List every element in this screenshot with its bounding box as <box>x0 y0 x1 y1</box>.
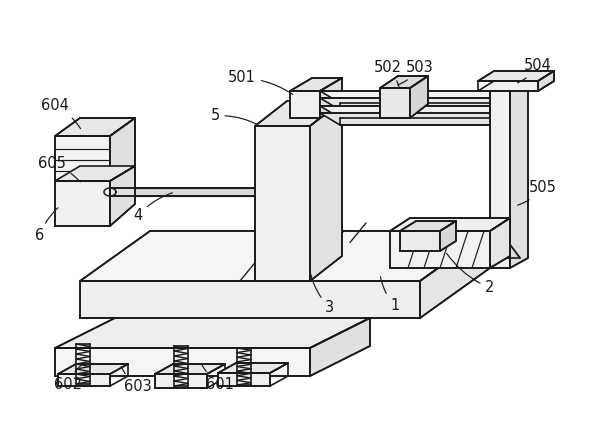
Polygon shape <box>55 181 110 226</box>
Polygon shape <box>490 91 510 268</box>
Text: 504: 504 <box>518 58 552 83</box>
Polygon shape <box>478 81 554 91</box>
Polygon shape <box>310 101 342 281</box>
Polygon shape <box>440 221 456 251</box>
Text: 604: 604 <box>41 99 81 129</box>
Polygon shape <box>55 166 135 181</box>
Polygon shape <box>490 218 510 268</box>
Polygon shape <box>110 118 135 181</box>
Polygon shape <box>510 81 528 268</box>
Polygon shape <box>320 113 510 125</box>
Text: 6: 6 <box>35 208 58 243</box>
Polygon shape <box>55 118 135 136</box>
Polygon shape <box>80 231 490 281</box>
Polygon shape <box>538 71 554 91</box>
Polygon shape <box>58 374 110 386</box>
Text: 603: 603 <box>121 367 152 394</box>
Text: 602: 602 <box>54 366 82 392</box>
Text: 601: 601 <box>201 364 234 392</box>
Polygon shape <box>410 76 428 118</box>
Text: 2: 2 <box>447 253 495 296</box>
Polygon shape <box>320 106 510 118</box>
Polygon shape <box>320 91 510 103</box>
Polygon shape <box>155 374 207 388</box>
Polygon shape <box>110 188 255 196</box>
Polygon shape <box>58 364 128 374</box>
Polygon shape <box>380 76 428 88</box>
Polygon shape <box>255 126 310 281</box>
Polygon shape <box>218 363 288 373</box>
Polygon shape <box>55 136 110 181</box>
Polygon shape <box>110 166 135 226</box>
Polygon shape <box>400 221 456 231</box>
Polygon shape <box>155 364 225 374</box>
Polygon shape <box>490 81 528 91</box>
Polygon shape <box>310 318 370 376</box>
Text: 503: 503 <box>398 61 434 85</box>
Text: 501: 501 <box>228 71 293 95</box>
Polygon shape <box>320 78 342 118</box>
Polygon shape <box>380 88 410 118</box>
Polygon shape <box>290 78 342 91</box>
Text: 3: 3 <box>310 274 334 316</box>
Polygon shape <box>478 71 554 81</box>
Polygon shape <box>290 91 320 118</box>
Polygon shape <box>55 348 310 376</box>
Polygon shape <box>55 318 370 348</box>
Polygon shape <box>218 373 270 386</box>
Text: 4: 4 <box>133 193 173 224</box>
Text: 1: 1 <box>380 277 399 313</box>
Polygon shape <box>400 231 440 251</box>
Polygon shape <box>320 98 510 110</box>
Text: 5: 5 <box>210 109 257 125</box>
Text: 502: 502 <box>374 61 402 88</box>
Polygon shape <box>420 231 490 318</box>
Polygon shape <box>80 281 420 318</box>
Polygon shape <box>255 101 342 126</box>
Polygon shape <box>390 231 490 268</box>
Text: 605: 605 <box>38 157 80 182</box>
Text: 505: 505 <box>518 181 557 205</box>
Polygon shape <box>390 218 510 231</box>
